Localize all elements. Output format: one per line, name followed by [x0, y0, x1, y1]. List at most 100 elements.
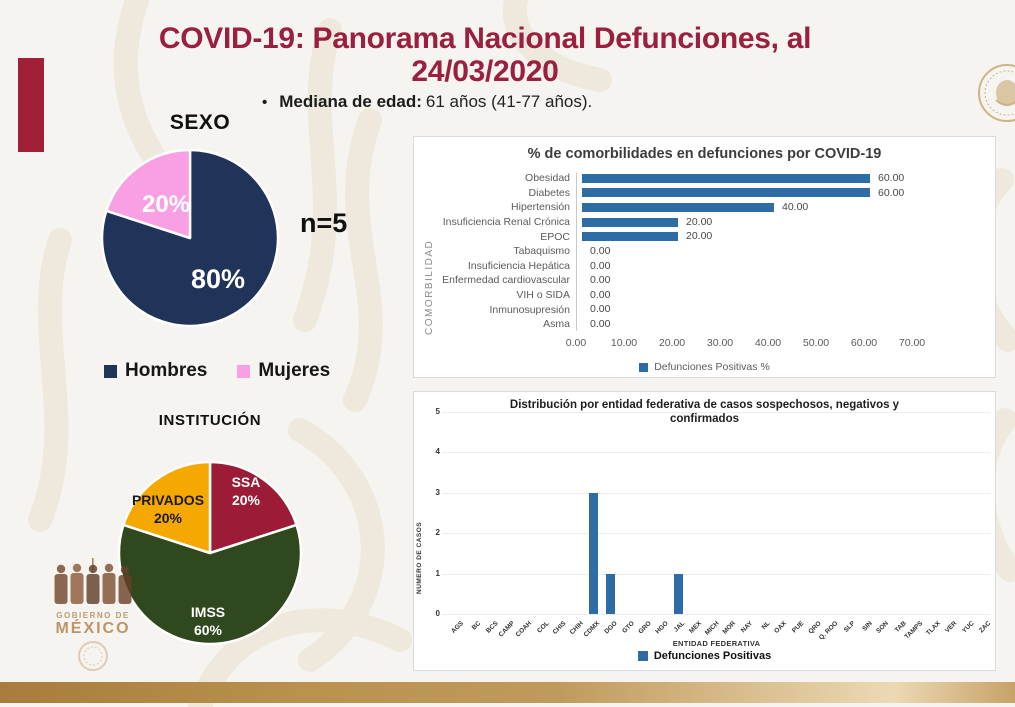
y-tick-label: 0: [435, 609, 440, 618]
gobierno-text-line2: MÉXICO: [55, 620, 131, 637]
comorbidity-bar-area: 20.00: [582, 229, 987, 244]
footer-gold-bar: [0, 682, 1015, 703]
comorbidity-value: 0.00: [590, 288, 611, 301]
gobierno-de-mexico-logo: GOBIERNO DE MÉXICO: [38, 558, 148, 679]
pie-label-imss: IMSS 60%: [191, 604, 225, 638]
state-label: BC: [470, 620, 483, 632]
comorbidity-bar: [582, 217, 678, 227]
state-label: DGO: [603, 620, 619, 636]
states-plot-area: 5 4 3 2 1 0 AGS BC BCS CAMP COAH COL CHIS CHIH CDMX DGO…: [414, 392, 995, 670]
gridline: [442, 452, 991, 453]
gridline: [442, 411, 991, 413]
state-bar-jal: [674, 573, 683, 614]
comorbidity-label: Enfermedad cardiovascular: [442, 274, 570, 287]
states-x-axis-label: ENTIDAD FEDERATIVA: [672, 639, 761, 648]
legend-item-hombres: Hombres: [104, 360, 207, 382]
gridline: [442, 573, 991, 575]
comorbidity-row: Enfermedad cardiovascular 0.00: [414, 273, 987, 288]
state-label: HGO: [654, 620, 670, 636]
gobierno-text-line1: GOBIERNO DE: [56, 611, 130, 620]
comorbidity-value: 40.00: [782, 201, 809, 214]
legend-swatch: [637, 651, 648, 661]
state-label: CDMX: [582, 620, 602, 639]
x-tick-label: 70.00: [898, 337, 926, 349]
national-seal-watermark: [978, 64, 1015, 122]
sexo-pie-chart: 80% 20%: [100, 148, 280, 328]
state-label: ZAC: [978, 620, 993, 635]
comorbidity-row: Obesidad 60.00: [414, 171, 987, 186]
comorbidity-value: 0.00: [590, 274, 611, 287]
sample-size-label: n=5: [300, 208, 348, 238]
institucion-pie-chart: SSA 20% IMSS 60% PRIVADOS 20%: [117, 460, 303, 646]
y-tick-label: 5: [435, 406, 440, 416]
comorbidity-bar-area: 0.00: [582, 317, 987, 332]
comorbidity-bar-area: 20.00: [582, 215, 987, 230]
comorbidity-value: 20.00: [686, 215, 713, 228]
state-label: JAL: [672, 620, 687, 634]
comorbidity-value: 0.00: [590, 317, 611, 330]
y-tick-label: 4: [435, 447, 440, 456]
comorbidity-bar-area: 0.00: [582, 288, 987, 303]
state-label: NAY: [740, 620, 755, 635]
comorbidity-label: Diabetes: [528, 186, 570, 199]
comorbidity-value: 20.00: [686, 230, 713, 243]
state-bar-cdmx: [589, 492, 598, 614]
median-age-label: Mediana de edad:: [279, 92, 422, 111]
x-tick-label: 0.00: [565, 337, 587, 349]
comorbidity-bar: [582, 202, 774, 212]
sexo-legend: Hombres Mujeres: [104, 360, 330, 382]
pie-label-mujeres: 20%: [142, 191, 190, 218]
pie-slice-imss: [117, 523, 303, 646]
legend-item-mujeres: Mujeres: [237, 360, 330, 382]
states-chart-title: Distribución por entidad federativa de c…: [414, 398, 995, 426]
median-age-bullet: • Mediana de edad: 61 años (41-77 años).: [262, 92, 592, 112]
comorbidity-label: Tabaquismo: [513, 245, 570, 258]
x-tick-label: 60.00: [850, 337, 878, 349]
state-label: SON: [875, 620, 891, 635]
comorbidities-legend-label: Defunciones Positivas %: [654, 361, 770, 373]
state-label: SIN: [860, 620, 874, 633]
comorbidity-row: Hipertensión 40.00: [414, 200, 987, 215]
pie-label-ssa: SSA 20%: [232, 474, 261, 508]
comorbidity-label: Obesidad: [525, 172, 570, 185]
pie-slice-mujeres: [105, 148, 192, 240]
comorbidity-row: Insuficiencia Hepática 0.00: [414, 259, 987, 274]
state-bar-dgo: [606, 573, 615, 614]
state-label: MICH: [703, 620, 721, 637]
x-tick-label: 20.00: [658, 337, 686, 349]
state-label: SLP: [842, 620, 857, 634]
comorbidity-value: 60.00: [878, 172, 905, 184]
legend-swatch: [104, 364, 117, 378]
heroes-figures-icon: [54, 558, 132, 604]
comorbidity-bar: [582, 232, 678, 242]
comorbidities-x-ticks: 0.00 10.00 20.00 30.00 40.00 50.00 60.00 70.00: [414, 337, 995, 351]
legend-label: Mujeres: [258, 360, 331, 381]
state-label: GTO: [620, 620, 636, 635]
comorbidity-row: EPOC 20.00: [414, 229, 987, 244]
pie-slice-ssa: [208, 460, 298, 555]
comorbidity-label: Insuficiencia Hepática: [467, 259, 570, 272]
comorbidity-bar-area: 0.00: [582, 273, 987, 288]
comorbidity-bar-area: 0.00: [582, 244, 987, 259]
comorbidities-bars: Obesidad 60.00 Diabetes 60.00 Hipertensión 40…: [414, 171, 987, 332]
state-label: NL: [760, 620, 772, 632]
comorbidities-panel: % de comorbilidades en defunciones por C…: [413, 136, 996, 378]
pie-slice-privados: [122, 460, 212, 555]
states-panel: Distribución por entidad federativa de c…: [413, 391, 996, 671]
y-tick-label: 1: [435, 568, 440, 578]
gridline: [442, 492, 991, 494]
comorbidity-row: Tabaquismo 0.00: [414, 244, 987, 259]
comorbidity-bar-area: 60.00: [582, 186, 987, 201]
state-label: GRO: [637, 620, 653, 636]
comorbidity-row: VIH o SIDA 0.00: [414, 288, 987, 303]
median-age-value: 61 años (41-77 años).: [425, 92, 593, 111]
pie-label-hombres: 80%: [191, 264, 245, 294]
legend-swatch: [639, 362, 649, 372]
state-label: OAX: [773, 620, 789, 635]
bullet-dot: •: [262, 93, 268, 111]
state-label: YUC: [960, 620, 976, 635]
comorbidity-label: Hipertensión: [511, 201, 570, 214]
x-tick-label: 50.00: [802, 337, 830, 349]
comorbidity-value: 0.00: [590, 244, 611, 257]
state-label: COL: [535, 620, 551, 635]
